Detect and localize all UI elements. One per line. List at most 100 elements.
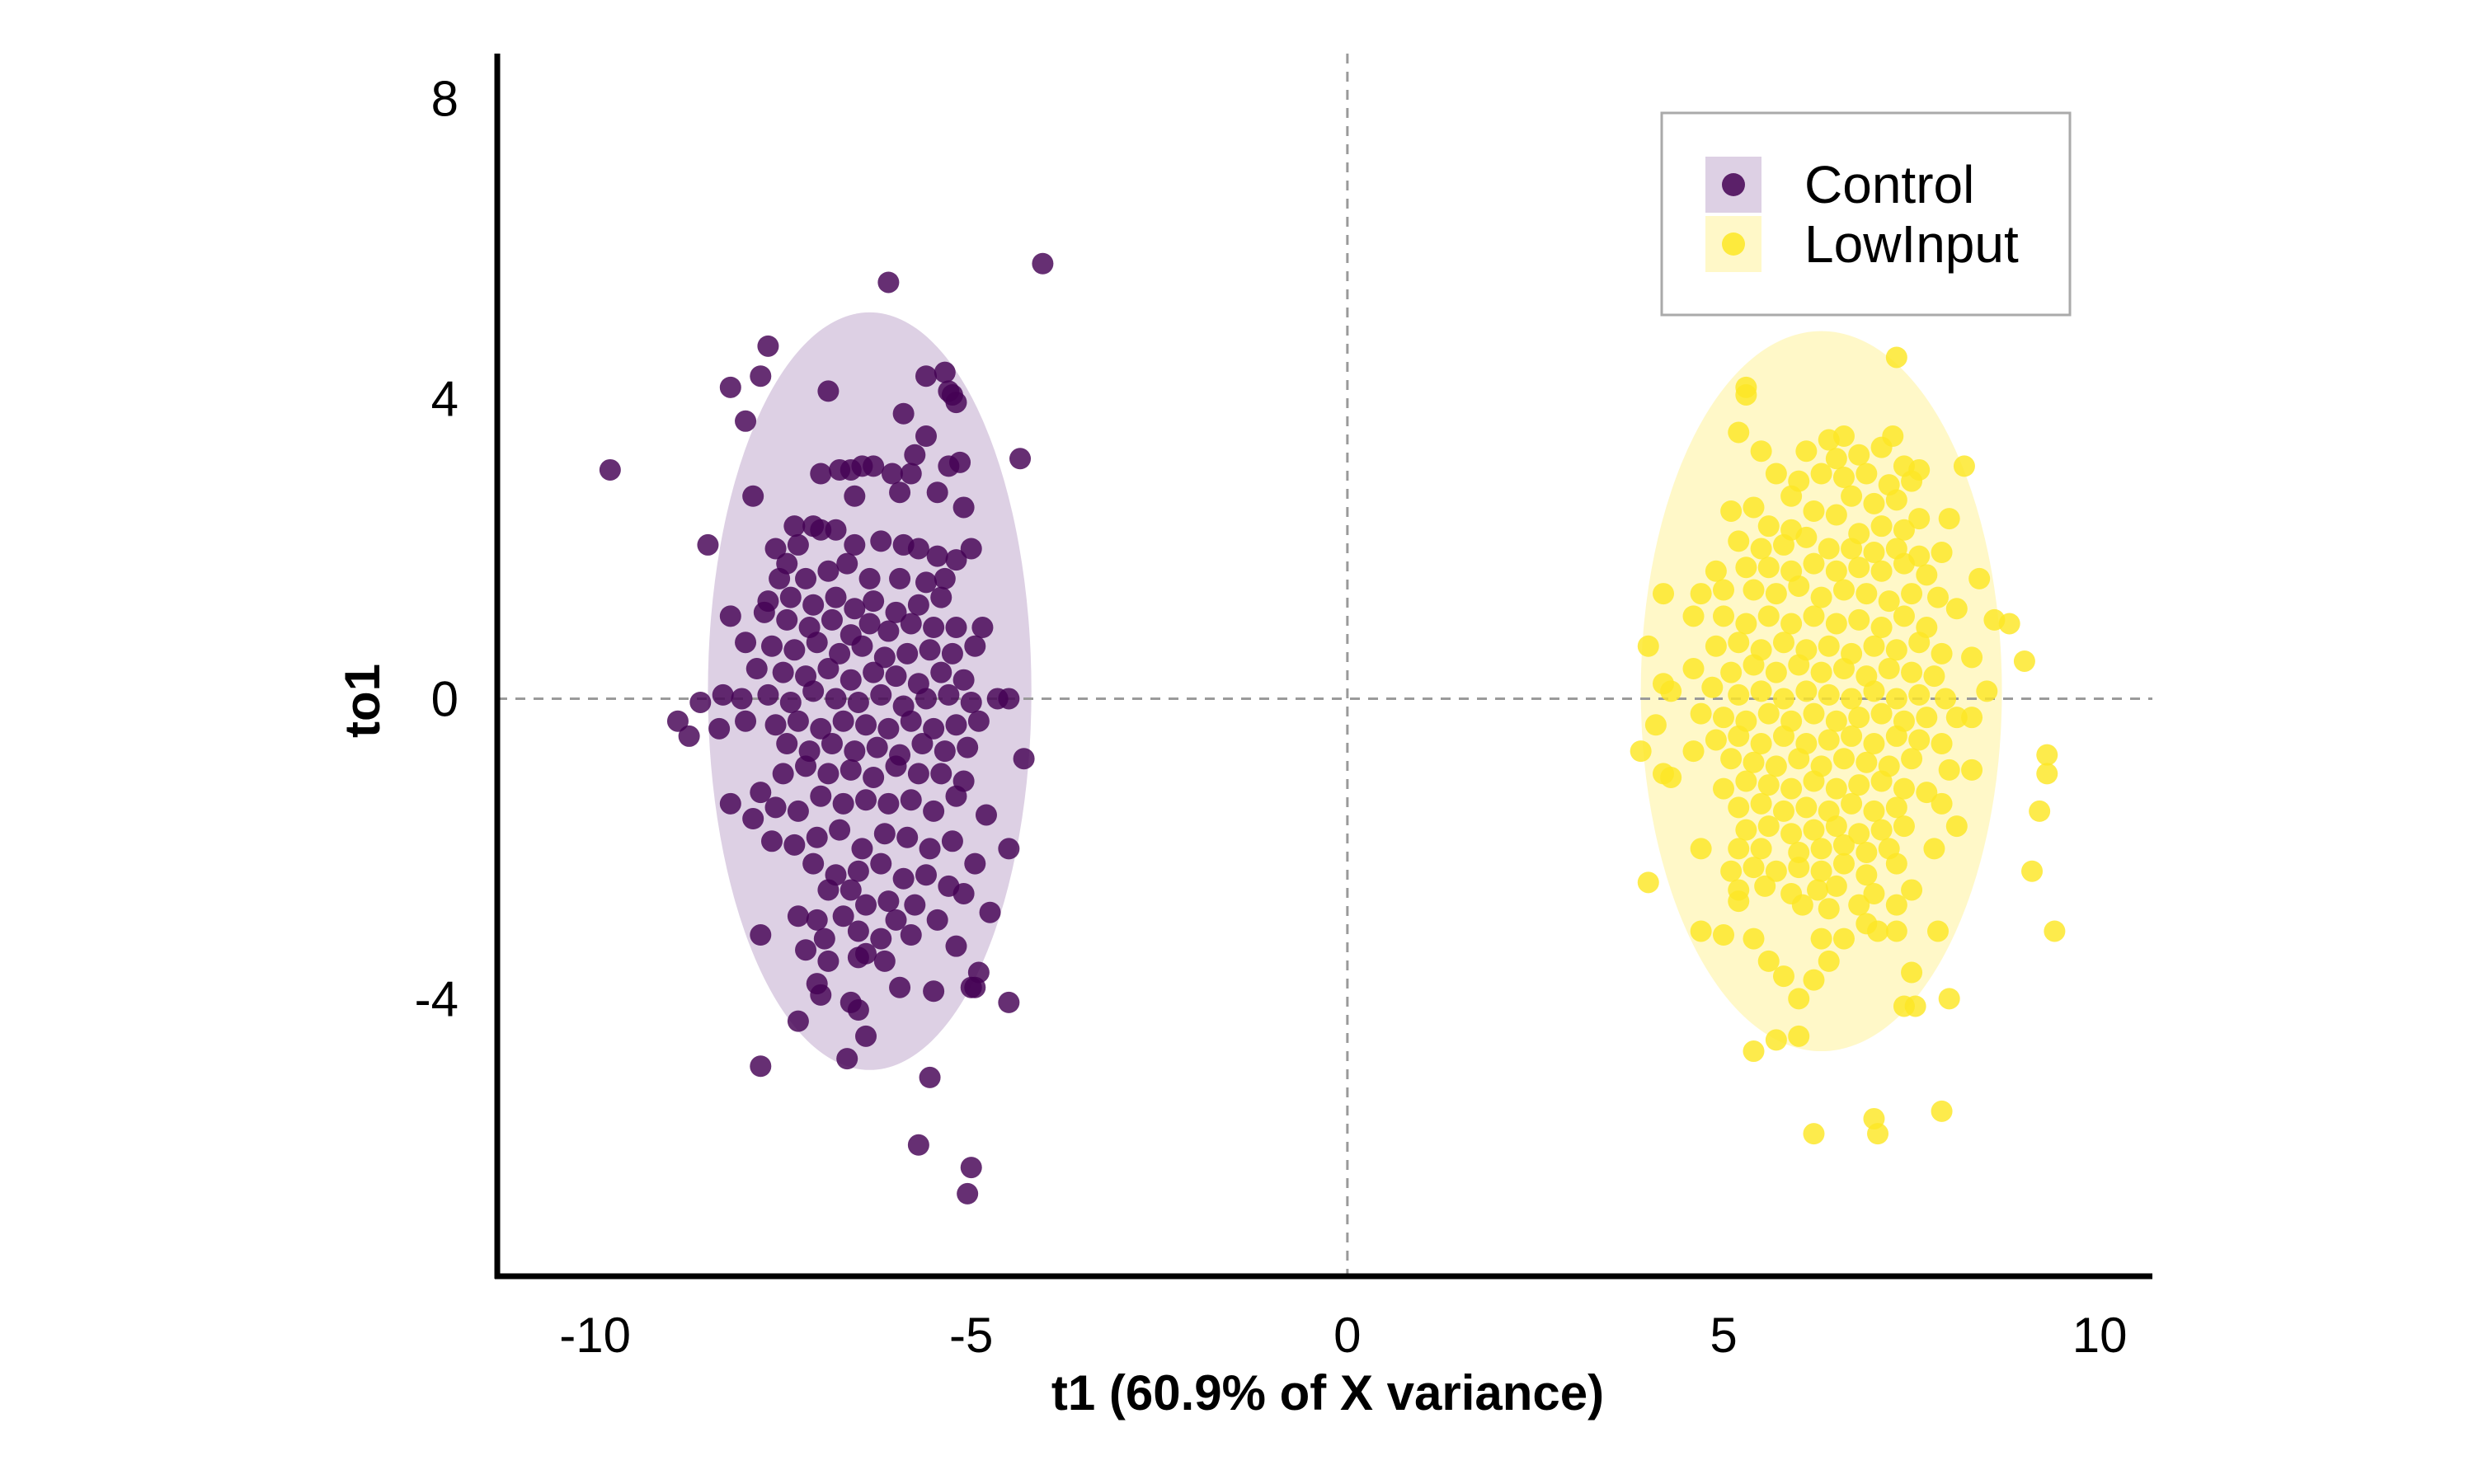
- point-lowinput: [1750, 538, 1772, 560]
- point-control: [957, 736, 979, 758]
- point-control: [930, 586, 952, 608]
- point-control: [806, 632, 828, 654]
- point-lowinput: [1803, 969, 1825, 991]
- point-control: [945, 549, 967, 571]
- point-lowinput: [1735, 556, 1757, 579]
- point-lowinput: [1772, 533, 1794, 556]
- point-lowinput: [1795, 680, 1818, 702]
- point-lowinput: [1945, 707, 1968, 729]
- point-lowinput: [1901, 961, 1923, 984]
- point-lowinput: [1743, 857, 1765, 879]
- point-lowinput: [1863, 882, 1885, 904]
- point-lowinput: [1807, 879, 1829, 901]
- point-control: [1009, 448, 1032, 470]
- point-lowinput: [1863, 492, 1885, 514]
- point-lowinput: [1863, 542, 1885, 564]
- point-control: [832, 792, 854, 815]
- point-control: [934, 740, 956, 763]
- point-control: [952, 882, 975, 904]
- point-lowinput: [1938, 508, 1960, 530]
- point-control: [787, 800, 809, 822]
- point-control: [892, 867, 915, 890]
- point-lowinput: [1757, 515, 1780, 538]
- point-lowinput: [1757, 774, 1780, 796]
- point-lowinput: [1765, 860, 1787, 882]
- point-control: [779, 691, 802, 713]
- point-control: [934, 361, 956, 383]
- point-lowinput: [1803, 605, 1825, 627]
- point-lowinput: [1735, 383, 1757, 406]
- point-control: [945, 785, 967, 807]
- point-control: [855, 942, 877, 965]
- point-control: [787, 905, 809, 928]
- y-tick-labels: -4 0 4 8: [415, 72, 459, 1027]
- point-lowinput: [1863, 800, 1885, 822]
- point-control: [866, 736, 888, 758]
- point-control: [945, 714, 967, 736]
- point-lowinput: [1870, 770, 1893, 792]
- point-lowinput: [1728, 838, 1750, 860]
- point-control: [1032, 252, 1054, 275]
- point-control: [829, 642, 851, 665]
- point-lowinput: [1908, 632, 1931, 654]
- point-control: [825, 586, 847, 608]
- point-control: [934, 567, 956, 589]
- point-control: [1013, 748, 1035, 770]
- point-lowinput: [1908, 729, 1931, 751]
- point-control: [941, 830, 963, 852]
- point-control: [810, 984, 832, 1006]
- point-control: [941, 383, 963, 406]
- x-tick-label: -10: [559, 1308, 631, 1363]
- point-control: [892, 402, 915, 425]
- point-lowinput: [1848, 774, 1870, 796]
- point-control: [847, 920, 869, 942]
- point-control: [795, 939, 817, 961]
- point-lowinput: [1750, 792, 1772, 815]
- point-control: [719, 376, 741, 398]
- point-lowinput: [1788, 988, 1810, 1010]
- point-control: [870, 530, 892, 552]
- point-lowinput: [1945, 598, 1968, 620]
- point-control: [967, 710, 990, 732]
- point-control: [926, 481, 948, 504]
- point-lowinput: [1795, 526, 1818, 548]
- point-control: [923, 717, 945, 740]
- point-control: [923, 617, 945, 639]
- point-lowinput: [1825, 560, 1847, 582]
- point-lowinput: [1885, 489, 1907, 511]
- point-control: [735, 710, 757, 732]
- point-lowinput: [1841, 688, 1863, 710]
- point-lowinput: [1976, 680, 1998, 702]
- point-control: [851, 635, 873, 657]
- point-control: [817, 950, 840, 972]
- point-lowinput: [1757, 556, 1780, 579]
- y-axis-title: to1: [335, 664, 390, 738]
- point-lowinput: [1772, 725, 1794, 747]
- point-control: [952, 496, 975, 519]
- point-lowinput: [1923, 838, 1945, 860]
- point-lowinput: [1931, 542, 1953, 564]
- point-lowinput: [1818, 729, 1840, 751]
- point-lowinput: [1757, 815, 1780, 838]
- point-lowinput: [1720, 500, 1743, 522]
- point-lowinput: [1961, 646, 1983, 669]
- legend-marker-lowinput: [1722, 232, 1745, 256]
- point-lowinput: [1863, 635, 1885, 657]
- point-control: [731, 688, 753, 710]
- point-lowinput: [1832, 834, 1855, 856]
- point-control: [832, 710, 854, 732]
- point-control: [821, 733, 843, 755]
- point-control: [923, 800, 945, 822]
- point-lowinput: [1867, 1123, 1889, 1145]
- point-control: [877, 792, 900, 815]
- point-control: [795, 567, 817, 589]
- point-control: [870, 683, 892, 706]
- point-lowinput: [1961, 758, 1983, 781]
- point-control: [806, 909, 828, 931]
- point-control: [904, 894, 926, 916]
- point-control: [817, 560, 840, 582]
- point-lowinput: [1757, 702, 1780, 725]
- point-lowinput: [1893, 605, 1915, 627]
- point-control: [855, 714, 877, 736]
- point-control: [821, 608, 843, 631]
